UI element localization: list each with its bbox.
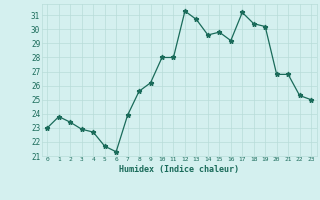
X-axis label: Humidex (Indice chaleur): Humidex (Indice chaleur) [119,165,239,174]
